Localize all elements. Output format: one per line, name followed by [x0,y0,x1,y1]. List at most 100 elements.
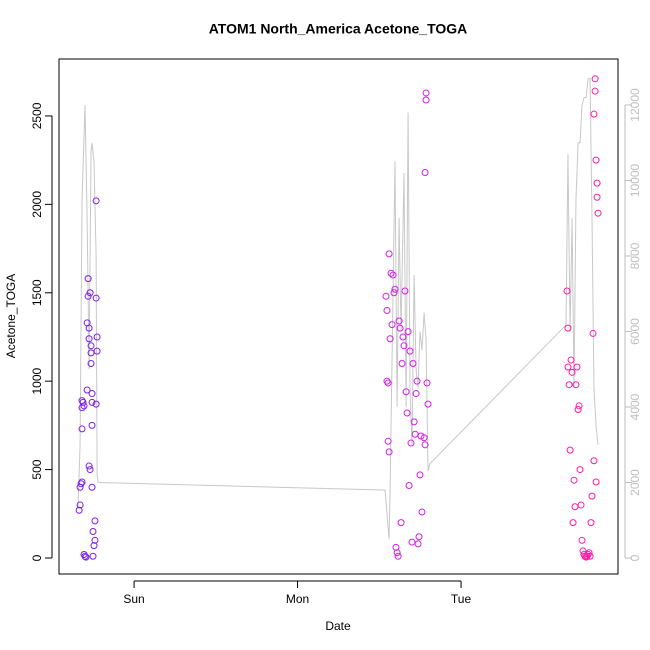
point [399,333,407,341]
point [424,400,432,408]
plot-frame [58,58,619,575]
point [569,519,577,527]
y2-tick-label: 6000 [628,318,642,345]
point [421,169,429,177]
point [84,292,92,300]
point [78,478,86,486]
point [392,543,400,551]
point [408,538,416,546]
point [589,329,597,337]
point [92,197,100,205]
point [578,536,586,544]
chart-title: ATOM1 North_America Acetone_TOGA [209,21,468,37]
point [93,333,101,341]
point [384,379,392,387]
y2-tick-label: 12000 [628,88,642,122]
y-tick-label: 1500 [30,279,44,306]
point [89,552,97,560]
point [571,503,579,511]
point [420,434,428,442]
y2-tick-label: 0 [628,554,642,561]
point [87,359,95,367]
point [414,540,422,548]
point [568,368,576,376]
point [592,156,600,164]
point [422,96,430,104]
x-tick-label: Tue [451,592,472,606]
x-tick-label: Sun [123,592,144,606]
x-axis-label: Date [325,619,351,633]
point [78,425,86,433]
point [585,549,593,557]
point [86,289,94,297]
point [566,446,574,454]
point [591,75,599,83]
point [88,421,96,429]
point [389,271,397,279]
point [403,409,411,417]
point [592,478,600,486]
point [87,342,95,350]
point [407,439,415,447]
point [87,349,95,357]
point [385,448,393,456]
y2-tick-label: 8000 [628,242,642,269]
point [387,269,395,277]
point [422,89,430,97]
point [574,405,582,413]
point [402,388,410,396]
point [92,294,100,302]
point [409,359,417,367]
y-axis-label: Acetone_TOGA [4,274,18,359]
point [385,250,393,258]
point [384,437,392,445]
point [405,481,413,489]
point [92,400,100,408]
point [84,275,92,283]
point [85,335,93,343]
line-series [77,78,599,540]
point [393,549,401,557]
point [88,390,96,398]
point [391,285,399,293]
point [93,347,101,355]
y-tick-label: 500 [30,459,44,479]
point [593,179,601,187]
point [86,466,94,474]
point [576,466,584,474]
point [591,87,599,95]
point [400,342,408,350]
point [567,356,575,364]
point [577,501,585,509]
y-tick-label: 2500 [30,102,44,129]
point [396,324,404,332]
point [593,193,601,201]
point [418,508,426,516]
point [91,536,99,544]
point [594,209,602,217]
y2-tick-label: 2000 [628,469,642,496]
point [588,492,596,500]
x-tick-label: Mon [286,592,309,606]
point [85,462,93,470]
y2-tick-label: 4000 [628,393,642,420]
point [404,328,412,336]
point [563,287,571,295]
point [79,398,87,406]
point [590,457,598,465]
point [423,379,431,387]
point [415,533,423,541]
point [83,386,91,394]
point [397,519,405,527]
point [88,483,96,491]
point [388,321,396,329]
point [88,398,96,406]
y2-tick-label: 10000 [628,164,642,198]
point [398,359,406,367]
point [575,402,583,410]
point [382,292,390,300]
point [401,287,409,295]
y-tick-label: 1000 [30,368,44,395]
point [383,377,391,385]
point [80,402,88,410]
